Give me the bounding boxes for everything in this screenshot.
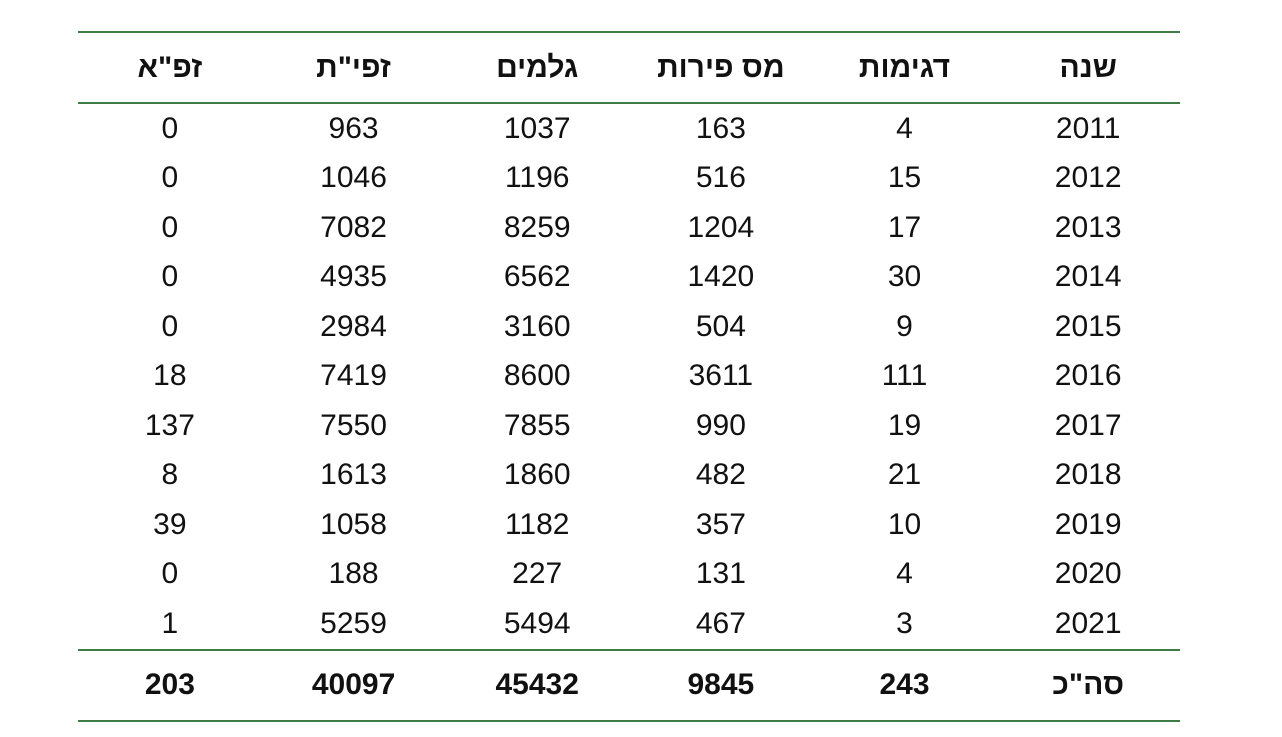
header-cell: מס פירות bbox=[629, 31, 813, 104]
total-cell: 203 bbox=[78, 648, 262, 722]
table-cell: 1196 bbox=[504, 161, 570, 195]
table-cell: 2984 bbox=[320, 309, 387, 343]
table-cell: 7082 bbox=[320, 210, 387, 244]
table-cell: 6562 bbox=[503, 260, 571, 294]
table-cell: 2021 bbox=[1054, 606, 1122, 640]
total-cell: סה"כ bbox=[996, 648, 1180, 722]
total-cell: 40097 bbox=[261, 648, 446, 722]
header-cell: גלמים bbox=[445, 31, 630, 104]
table-row: 2018 21 482 1860 1613 8 bbox=[78, 451, 1180, 501]
table-cell: 188 bbox=[328, 557, 379, 591]
table-row: 2015 9 504 3160 2984 0 bbox=[78, 302, 1180, 352]
total-cell: 9845 bbox=[629, 648, 813, 722]
data-table: שנה דגימות מס פירות גלמים זפי"ת זפ"א 2011 4 163… bbox=[78, 31, 1180, 722]
table-cell: 9 bbox=[896, 309, 913, 343]
table-cell: 0 bbox=[161, 111, 179, 145]
table-cell: 2016 bbox=[1054, 359, 1122, 393]
table-cell: 227 bbox=[512, 557, 563, 591]
table-cell: 1037 bbox=[503, 111, 571, 145]
table-cell: 4935 bbox=[320, 260, 387, 294]
table-cell: 131 bbox=[695, 557, 746, 591]
table-cell: 1204 bbox=[687, 210, 755, 244]
table-cell: 7550 bbox=[320, 408, 387, 442]
table-cell: 18 bbox=[153, 359, 187, 393]
table-cell: 467 bbox=[695, 606, 746, 640]
table-cell: 4 bbox=[896, 557, 913, 591]
table-cell: 0 bbox=[161, 309, 179, 343]
table-cell: 2012 bbox=[1054, 161, 1122, 195]
table-cell: 2020 bbox=[1054, 557, 1122, 591]
table-row: 2013 17 1204 8259 7082 0 bbox=[78, 203, 1180, 253]
total-cell: 45432 bbox=[445, 648, 630, 722]
table-cell: 21 bbox=[887, 458, 922, 492]
table-cell: 2014 bbox=[1054, 260, 1122, 294]
table-cell: 7419 bbox=[320, 359, 387, 393]
table-cell: 0 bbox=[161, 210, 179, 244]
table-cell: 357 bbox=[695, 507, 746, 541]
table-cell: 1046 bbox=[320, 161, 387, 195]
table-cell: 30 bbox=[887, 260, 922, 294]
table-row: 2017 19 990 7855 7550 137 bbox=[78, 401, 1180, 451]
table-header: שנה דגימות מס פירות גלמים זפי"ת זפ"א bbox=[78, 31, 1180, 104]
table-cell: 15 bbox=[887, 161, 922, 195]
table-row: 2021 3 467 5494 5259 1 bbox=[78, 599, 1180, 650]
table-cell: 5494 bbox=[503, 606, 571, 640]
table-row: 2011 4 163 1037 963 0 bbox=[78, 103, 1180, 154]
table-cell: 4 bbox=[896, 111, 913, 145]
table-row: 2012 15 516 1196 1046 0 bbox=[78, 154, 1180, 204]
table-cell: 8600 bbox=[503, 359, 571, 393]
table-body: 2011 4 163 1037 963 0 2012 15 516 1196 1046 0 2013 17… bbox=[78, 103, 1180, 650]
table-cell: 163 bbox=[695, 111, 746, 145]
table-cell: 0 bbox=[161, 161, 179, 195]
table-cell: 482 bbox=[695, 458, 746, 492]
table-cell: 1058 bbox=[320, 507, 387, 541]
table-cell: 7855 bbox=[503, 408, 571, 442]
header-cell: זפי"ת bbox=[261, 31, 446, 104]
table-cell: 39 bbox=[153, 507, 187, 541]
table-cell: 3611 bbox=[688, 359, 754, 393]
table-cell: 2015 bbox=[1054, 309, 1122, 343]
table-cell: 1 bbox=[161, 606, 179, 640]
total-row: סה"כ 243 9845 45432 40097 203 bbox=[78, 648, 1180, 722]
table-cell: 2018 bbox=[1054, 458, 1122, 492]
table-row: 2020 4 131 227 188 0 bbox=[78, 550, 1180, 600]
table-cell: 1182 bbox=[504, 507, 570, 541]
header-cell: שנה bbox=[996, 31, 1180, 104]
table-cell: 0 bbox=[161, 557, 179, 591]
table-cell: 8 bbox=[161, 458, 179, 492]
table-row: 2014 30 1420 6562 4935 0 bbox=[78, 253, 1180, 303]
header-cell: זפ"א bbox=[78, 31, 262, 104]
table-cell: 8259 bbox=[503, 210, 571, 244]
table-cell: 10 bbox=[887, 507, 922, 541]
table-cell: 2017 bbox=[1054, 408, 1122, 442]
table-cell: 19 bbox=[887, 408, 922, 442]
table-row: 2019 10 357 1182 1058 39 bbox=[78, 500, 1180, 550]
table-cell: 0 bbox=[161, 260, 179, 294]
header-cell: דגימות bbox=[812, 31, 997, 104]
table-cell: 990 bbox=[695, 408, 746, 442]
table-cell: 2011 bbox=[1055, 111, 1121, 145]
table-cell: 3160 bbox=[503, 309, 571, 343]
table-cell: 3 bbox=[896, 606, 913, 640]
table-cell: 2013 bbox=[1054, 210, 1122, 244]
table-cell: 963 bbox=[328, 111, 379, 145]
table-cell: 1420 bbox=[687, 260, 755, 294]
total-cell: 243 bbox=[812, 648, 997, 722]
table-cell: 516 bbox=[695, 161, 746, 195]
table-cell: 2019 bbox=[1054, 507, 1122, 541]
table-row: 2016 111 3611 8600 7419 18 bbox=[78, 352, 1180, 402]
table-cell: 17 bbox=[887, 210, 922, 244]
table-cell: 137 bbox=[144, 408, 195, 442]
table-footer: סה"כ 243 9845 45432 40097 203 bbox=[78, 648, 1180, 722]
table-cell: 1860 bbox=[503, 458, 571, 492]
table-cell: 5259 bbox=[320, 606, 387, 640]
table-cell: 1613 bbox=[320, 458, 387, 492]
table-cell: 111 bbox=[881, 359, 928, 393]
header-row: שנה דגימות מס פירות גלמים זפי"ת זפ"א bbox=[78, 31, 1180, 104]
table-cell: 504 bbox=[695, 309, 746, 343]
